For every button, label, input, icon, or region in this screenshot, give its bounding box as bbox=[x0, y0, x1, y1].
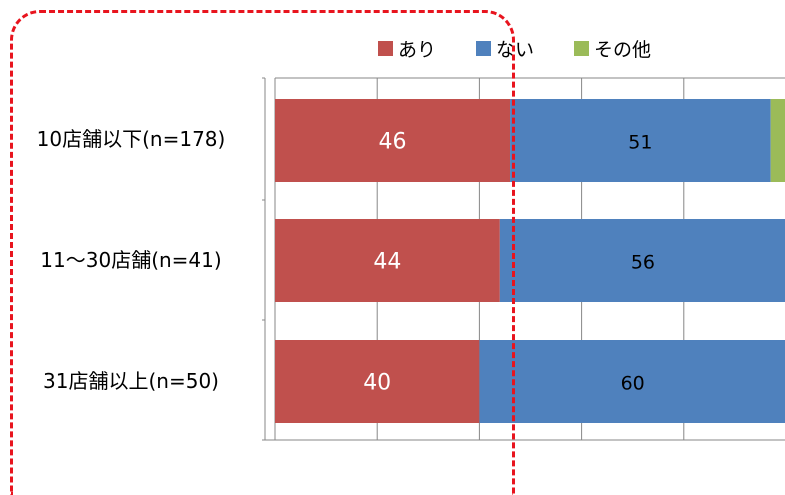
data-label-0-series-0: 46 bbox=[379, 130, 407, 155]
legend-item-nai: ない bbox=[476, 35, 534, 62]
bar-0-series-0 bbox=[275, 99, 511, 182]
bar-1-series-1 bbox=[499, 219, 785, 302]
legend-swatch-other bbox=[574, 40, 590, 56]
legend-swatch-nai bbox=[476, 40, 492, 56]
category-label-1: 11〜30店舗(n=41) bbox=[40, 248, 222, 272]
data-label-0-series-1: 51 bbox=[628, 132, 652, 154]
bar-0-series-1 bbox=[510, 99, 771, 182]
chart-bars: 46 51 44 56 40 60 bbox=[275, 99, 785, 423]
bar-2-series-0 bbox=[275, 340, 480, 423]
data-label-2-series-0: 40 bbox=[363, 371, 391, 396]
data-label-2-series-1: 60 bbox=[621, 373, 645, 395]
legend-label-other: その他 bbox=[594, 38, 652, 61]
bar-0-series-2 bbox=[770, 99, 785, 182]
legend-label-ari: あり bbox=[398, 38, 437, 61]
category-label-2: 31店舗以上(n=50) bbox=[43, 369, 219, 393]
chart-legend: あり ない その他 bbox=[378, 34, 651, 62]
bar-2-series-1 bbox=[479, 340, 785, 423]
legend-label-nai: ない bbox=[496, 38, 535, 61]
category-label-0: 10店舗以下(n=178) bbox=[36, 127, 226, 151]
data-label-1-series-0: 44 bbox=[373, 250, 401, 275]
data-label-1-series-1: 56 bbox=[631, 252, 655, 274]
legend-item-ari: あり bbox=[378, 35, 436, 62]
legend-swatch-ari bbox=[378, 40, 393, 56]
chart-axis bbox=[262, 77, 785, 441]
legend-item-other: その他 bbox=[574, 35, 651, 62]
bar-1-series-0 bbox=[275, 219, 500, 302]
